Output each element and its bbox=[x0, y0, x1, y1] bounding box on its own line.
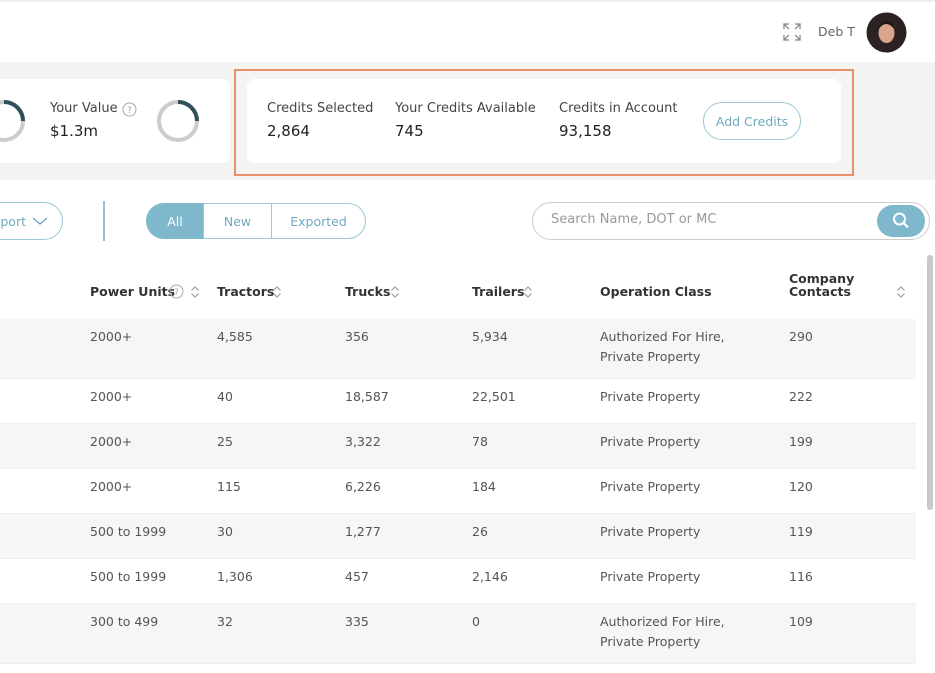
donut-right bbox=[157, 100, 199, 142]
table-cell: Private Property bbox=[600, 434, 701, 449]
fullscreen-icon[interactable] bbox=[782, 22, 802, 42]
sort-icon[interactable] bbox=[523, 285, 533, 299]
credit-value: 745 bbox=[395, 122, 424, 140]
table-cell: 1,277 bbox=[345, 524, 381, 539]
table-cell: 6,226 bbox=[345, 479, 381, 494]
avatar[interactable] bbox=[866, 12, 907, 53]
table-row[interactable] bbox=[0, 319, 916, 379]
table-row[interactable] bbox=[0, 379, 916, 424]
credit-value: 93,158 bbox=[559, 122, 612, 140]
column-header[interactable]: Tractors bbox=[217, 284, 275, 299]
top-bar bbox=[0, 0, 935, 62]
credit-label: Credits Selected bbox=[267, 101, 374, 116]
table-row[interactable] bbox=[0, 469, 916, 514]
table-cell: 40 bbox=[217, 389, 233, 404]
table-row[interactable] bbox=[0, 424, 916, 469]
search-placeholder: Search Name, DOT or MC bbox=[551, 212, 717, 227]
table-cell: 222 bbox=[789, 389, 813, 404]
table-cell: Private Property bbox=[600, 389, 701, 404]
chevron bbox=[32, 217, 48, 225]
table-cell: 290 bbox=[789, 329, 813, 344]
table-cell: 300 to 499 bbox=[90, 614, 159, 629]
sort-icon[interactable] bbox=[896, 285, 906, 299]
filter-tab[interactable]: New bbox=[203, 203, 272, 239]
table-cell: 500 to 1999 bbox=[90, 524, 167, 539]
donut-left bbox=[0, 100, 25, 142]
table-cell: 335 bbox=[345, 614, 369, 629]
export-label: Export bbox=[0, 213, 26, 229]
table-cell: Private Property bbox=[600, 479, 701, 494]
table-cell: Private Property bbox=[600, 524, 701, 539]
value-label: Your Value bbox=[50, 101, 118, 116]
column-header[interactable]: Company Contacts bbox=[789, 271, 855, 299]
user-name[interactable]: Deb T bbox=[818, 24, 855, 39]
credit-label: Credits in Account bbox=[559, 101, 678, 116]
table-cell: 25 bbox=[217, 434, 233, 449]
column-header[interactable]: Trucks bbox=[345, 284, 391, 299]
credit-value: 2,864 bbox=[267, 122, 310, 140]
table-cell: 26 bbox=[472, 524, 488, 539]
table-cell: 119 bbox=[789, 524, 813, 539]
credit-label: Your Credits Available bbox=[395, 101, 536, 116]
column-header[interactable]: Trailers bbox=[472, 284, 525, 299]
table-row[interactable] bbox=[0, 604, 916, 664]
search-box[interactable] bbox=[532, 202, 930, 240]
sort-icon[interactable] bbox=[190, 285, 200, 299]
help-icon[interactable]: ? bbox=[122, 102, 137, 117]
table-cell: 2000+ bbox=[90, 479, 133, 494]
table-cell: 2000+ bbox=[90, 389, 133, 404]
scrollbar[interactable] bbox=[927, 255, 933, 510]
table-cell: 0 bbox=[472, 614, 480, 629]
table-cell: 115 bbox=[217, 479, 241, 494]
column-header[interactable]: Power Units bbox=[90, 284, 176, 299]
export-button[interactable]: Export bbox=[0, 202, 63, 240]
table-cell: 5,934 bbox=[472, 329, 508, 344]
filter-tab[interactable]: Exported bbox=[271, 203, 366, 239]
search-button[interactable] bbox=[877, 205, 925, 237]
table-cell: 116 bbox=[789, 569, 813, 584]
table-cell: 109 bbox=[789, 614, 813, 629]
table-cell: Private Property bbox=[600, 569, 701, 584]
table-cell: Authorized For Hire, Private Property bbox=[600, 614, 725, 649]
table-cell: 3,322 bbox=[345, 434, 381, 449]
value-amount: $1.3m bbox=[50, 122, 99, 140]
table-cell: 120 bbox=[789, 479, 813, 494]
table-cell: 22,501 bbox=[472, 389, 516, 404]
table-cell: 500 to 1999 bbox=[90, 569, 167, 584]
divider bbox=[103, 201, 105, 241]
table-cell: 184 bbox=[472, 479, 496, 494]
add-credits-button[interactable]: Add Credits bbox=[703, 102, 801, 140]
help-icon[interactable]: ? bbox=[169, 284, 184, 299]
table-cell: 78 bbox=[472, 434, 488, 449]
table-cell: 356 bbox=[345, 329, 369, 344]
highlight-box bbox=[234, 69, 854, 176]
credits-card bbox=[247, 79, 841, 163]
table-cell: Authorized For Hire, Private Property bbox=[600, 329, 725, 364]
table-cell: 199 bbox=[789, 434, 813, 449]
table-cell: 1,306 bbox=[217, 569, 253, 584]
table-cell: 2000+ bbox=[90, 329, 133, 344]
svg-text:?: ? bbox=[127, 106, 132, 116]
table-cell: 4,585 bbox=[217, 329, 253, 344]
table-cell: 2000+ bbox=[90, 434, 133, 449]
value-card bbox=[0, 79, 230, 163]
table-row[interactable] bbox=[0, 514, 916, 559]
table-cell: 30 bbox=[217, 524, 233, 539]
table-cell: 2,146 bbox=[472, 569, 508, 584]
table-cell: 32 bbox=[217, 614, 233, 629]
table-row[interactable] bbox=[0, 559, 916, 604]
sort-icon[interactable] bbox=[272, 285, 282, 299]
sort-icon[interactable] bbox=[390, 285, 400, 299]
svg-text:?: ? bbox=[174, 288, 179, 298]
column-header[interactable]: Operation Class bbox=[600, 284, 712, 299]
table-cell: 18,587 bbox=[345, 389, 389, 404]
table-cell: 457 bbox=[345, 569, 369, 584]
filter-tab[interactable]: All bbox=[146, 203, 204, 239]
